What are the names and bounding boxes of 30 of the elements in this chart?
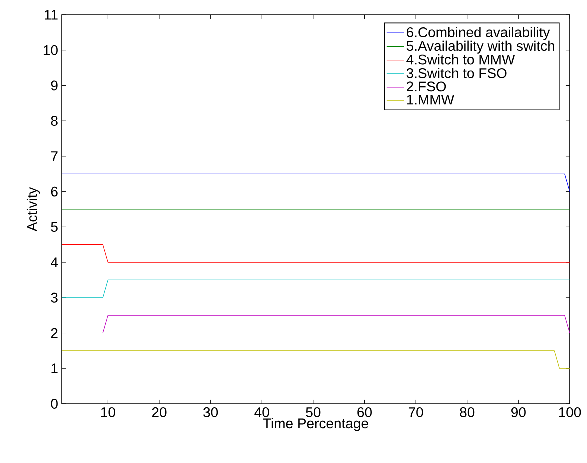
y-tick-label: 7 (51, 152, 58, 162)
y-tick-label: 8 (51, 116, 58, 126)
x-tick-label: 50 (306, 408, 321, 418)
x-tick-label: 70 (408, 408, 424, 418)
x-tick-label: 40 (254, 408, 270, 418)
x-tick-label: 100 (559, 408, 582, 418)
legend-label: 3.Switch to FSO (406, 68, 507, 78)
y-tick-label: 6 (51, 186, 58, 197)
legend-label: 4.Switch to MMW (406, 54, 516, 65)
x-tick-label: 80 (460, 408, 475, 418)
x-axis-title: Time Percentage (263, 418, 368, 432)
legend-label: 1.MMW (407, 95, 454, 105)
y-tick-label: 3 (51, 292, 58, 303)
x-tick-label: 10 (101, 408, 116, 418)
y-tick-label: 10 (44, 45, 58, 56)
x-tick-label: 30 (204, 408, 218, 418)
x-tick-label: 60 (358, 408, 372, 418)
x-tick-label: 90 (512, 408, 526, 418)
y-axis-title: Activity (26, 187, 40, 232)
y-tick-label: 9 (51, 80, 58, 91)
y-tick-label: 1 (52, 364, 58, 374)
y-tick-label: 5 (51, 222, 58, 232)
x-tick-label: 20 (152, 408, 167, 418)
legend-label: 2.FSO (407, 82, 446, 92)
y-tick-label: 0 (51, 399, 58, 409)
y-tick-label: 2 (51, 328, 58, 338)
legend-label: 5.Availability with switch (406, 40, 554, 54)
legend-label: 6.Combined availability (407, 27, 550, 40)
y-tick-label: 4 (51, 258, 58, 268)
y-tick-label: 11 (45, 10, 58, 20)
